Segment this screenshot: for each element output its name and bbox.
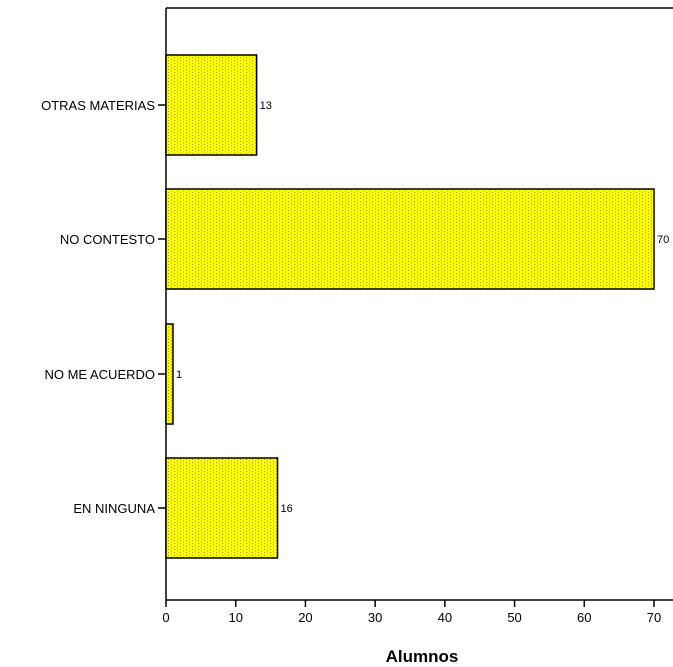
data-label-0: 13 (260, 100, 272, 112)
category-label-2: NO ME ACUERDO (44, 367, 155, 382)
bar-2 (165, 323, 174, 425)
category-label-1: NO CONTESTO (60, 232, 155, 247)
category-label-0: OTRAS MATERIAS (41, 98, 155, 113)
bar-3 (165, 457, 279, 559)
x-tick-label-3: 30 (368, 610, 382, 625)
bar-1 (165, 188, 655, 290)
bar-0 (165, 54, 258, 156)
x-tick-label-7: 70 (647, 610, 661, 625)
x-tick-label-6: 60 (577, 610, 591, 625)
category-label-3: EN NINGUNA (73, 501, 155, 516)
data-label-3: 16 (281, 503, 293, 515)
data-label-1: 70 (657, 234, 669, 246)
x-tick-label-5: 50 (507, 610, 521, 625)
x-tick-label-1: 10 (228, 610, 242, 625)
data-label-2: 1 (176, 369, 182, 381)
x-tick-label-2: 20 (298, 610, 312, 625)
x-tick-label-4: 40 (438, 610, 452, 625)
x-tick-label-0: 0 (162, 610, 169, 625)
x-axis-title: Alumnos (386, 647, 459, 666)
